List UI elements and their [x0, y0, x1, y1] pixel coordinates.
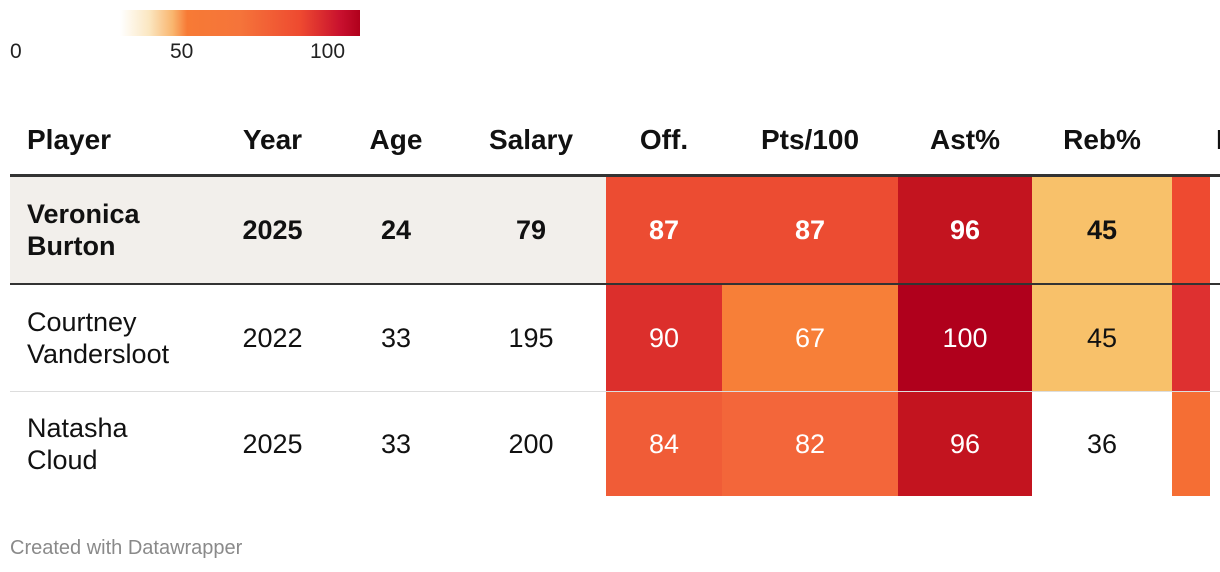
table-cell: 33 — [380, 322, 412, 353]
column-header[interactable]: Pts/100 — [760, 124, 860, 155]
table-row: Natasha Cloud 2025 33 200 84 82 96 36 — [10, 392, 1220, 496]
legend-gradient — [120, 10, 360, 36]
heat-cell: 100 — [898, 285, 1032, 391]
heat-cell: 36 — [1032, 392, 1172, 496]
table-cell: 2022 — [242, 322, 303, 353]
heat-cell: 45 — [1032, 177, 1172, 283]
table-cell: 33 — [380, 428, 412, 459]
player-name: Natasha Cloud — [27, 413, 128, 475]
legend-tick-label: 50 — [170, 40, 194, 63]
table-row: Veronica Burton 2025 24 79 87 87 96 45 — [10, 177, 1220, 283]
partial-heat-cell — [1172, 285, 1210, 391]
row-divider — [10, 283, 1220, 285]
row-divider — [10, 391, 1220, 392]
header-rule — [10, 174, 1220, 177]
column-header[interactable]: Reb% — [1063, 124, 1141, 155]
color-legend: 0 50 100 — [10, 10, 370, 70]
heat-cell: 96 — [898, 392, 1032, 496]
highlight-row-background — [10, 177, 606, 283]
table-cell: 200 — [508, 428, 554, 459]
column-header[interactable]: Player — [27, 124, 112, 155]
partial-heat-cell — [1172, 392, 1210, 496]
column-header[interactable]: I — [1216, 124, 1220, 155]
table-cell: 2025 — [242, 428, 303, 459]
table-cell: 195 — [508, 322, 554, 353]
table-row: Courtney Vandersloot 2022 33 195 90 67 100 45 — [10, 285, 1220, 391]
player-name: Veronica Burton — [27, 199, 140, 261]
table-cell: 24 — [380, 214, 412, 245]
column-header[interactable]: Off. — [639, 124, 689, 155]
heat-cell: 82 — [722, 392, 898, 496]
table-header: Player Year Age Salary Off. Pts/100 Ast% Reb% I — [10, 110, 1220, 174]
legend-tick-label: 100 — [310, 40, 346, 63]
player-name: Courtney Vandersloot — [27, 307, 170, 369]
heat-cell: 45 — [1032, 285, 1172, 391]
credit-text[interactable]: Created with Datawrapper — [10, 537, 243, 559]
column-header[interactable]: Ast% — [929, 124, 1000, 155]
heat-cell: 96 — [898, 177, 1032, 283]
heat-cell: 67 — [722, 285, 898, 391]
heat-cell: 87 — [722, 177, 898, 283]
heat-cell: 87 — [606, 177, 722, 283]
partial-heat-cell — [1172, 177, 1210, 283]
heat-cell: 84 — [606, 392, 722, 496]
heat-cell: 90 — [606, 285, 722, 391]
column-header[interactable]: Salary — [488, 124, 574, 155]
table-cell: 2025 — [242, 214, 303, 245]
column-header[interactable]: Age — [369, 124, 423, 155]
table-cell: 79 — [515, 214, 547, 245]
column-header[interactable]: Year — [242, 124, 303, 155]
legend-tick-label: 0 — [10, 40, 22, 63]
